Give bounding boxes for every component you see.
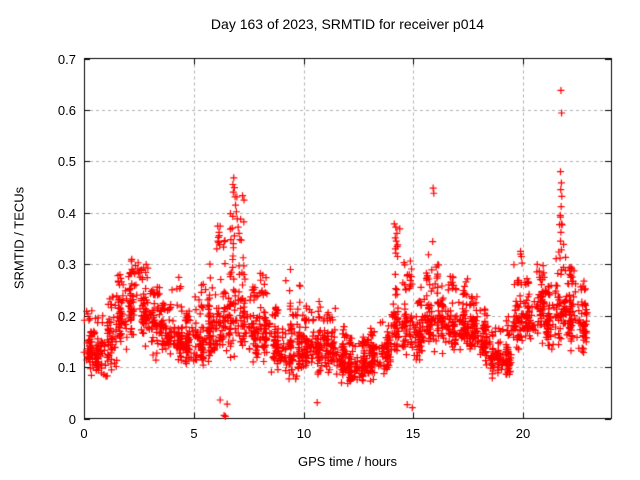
x-tick-label: 20 — [515, 426, 531, 441]
x-tick-label: 10 — [296, 426, 312, 441]
y-tick-label: 0.2 — [57, 309, 76, 324]
x-axis-label: GPS time / hours — [298, 454, 397, 469]
x-tick-label: 5 — [190, 426, 198, 441]
x-tick-label: 0 — [80, 426, 88, 441]
y-tick-label: 0 — [68, 412, 76, 427]
y-axis-label-text: SRMTID / TECUs — [11, 186, 27, 290]
y-tick-label: 0.3 — [57, 257, 76, 272]
y-tick-label: 0.6 — [57, 103, 76, 118]
chart-title: Day 163 of 2023, SRMTID for receiver p01… — [210, 16, 485, 32]
y-tick-label: 0.1 — [57, 360, 76, 375]
y-tick-label: 0.5 — [57, 154, 76, 169]
x-tick-label: 15 — [405, 426, 421, 441]
y-tick-label: 0.4 — [57, 206, 76, 221]
y-tick-label: 0.7 — [57, 52, 76, 67]
